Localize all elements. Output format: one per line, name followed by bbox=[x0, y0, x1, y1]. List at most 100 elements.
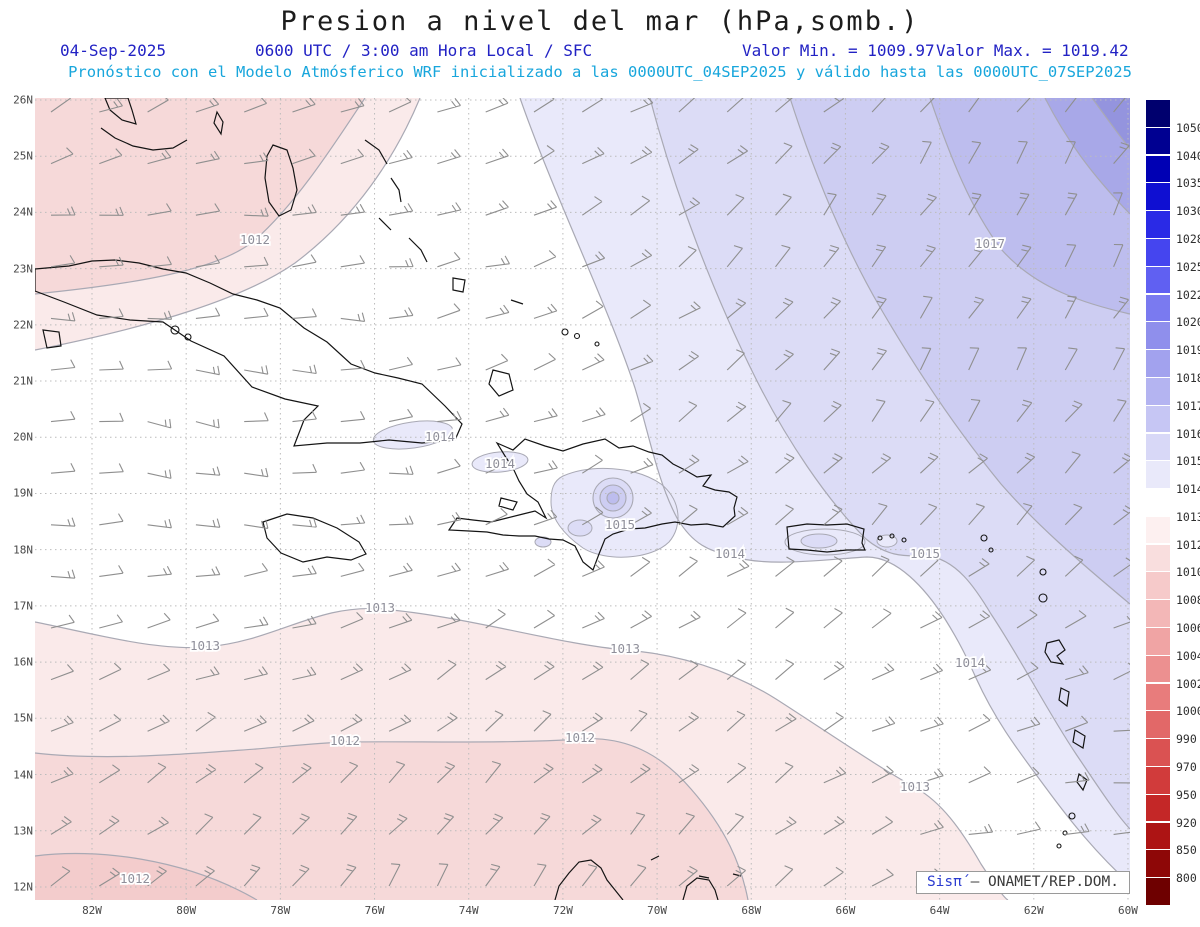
forecast-time: 0600 UTC / 3:00 am Hora Local / SFC bbox=[255, 41, 593, 60]
lat-label: 26N bbox=[13, 93, 33, 107]
contour-label: 1014 bbox=[425, 429, 455, 444]
colorbar-label: 1022 bbox=[1176, 287, 1200, 302]
contour-label: 1014 bbox=[955, 655, 985, 670]
lat-label: 25N bbox=[13, 149, 33, 163]
contour-label: 1015 bbox=[910, 546, 940, 561]
colorbar-segment bbox=[1146, 516, 1170, 544]
lon-label: 62W bbox=[1023, 904, 1044, 917]
lat-label: 15N bbox=[13, 711, 33, 725]
colorbar-label: 1018 bbox=[1176, 370, 1200, 385]
colorbar-segment bbox=[1146, 572, 1170, 600]
colorbar-segment bbox=[1146, 100, 1170, 127]
colorbar-label: 1025 bbox=[1176, 259, 1200, 274]
colorbar-segment bbox=[1146, 322, 1170, 349]
colorbar-label: 950 bbox=[1176, 787, 1197, 802]
branding-box: Sisπ́ – ONAMET/REP.DOM. bbox=[915, 871, 1130, 894]
lon-label: 68W bbox=[741, 904, 762, 917]
page-title: Presion a nivel del mar (hPa,somb.) bbox=[280, 6, 920, 37]
colorbar-label: 1015 bbox=[1176, 454, 1200, 469]
forecast-datetime-row: 04-Sep-2025 0600 UTC / 3:00 am Hora Loca… bbox=[0, 41, 1200, 61]
colorbar-label: 970 bbox=[1176, 760, 1197, 775]
colorbar-segment bbox=[1146, 405, 1170, 433]
lat-label: 19N bbox=[13, 486, 33, 500]
contour-label: 1014 bbox=[485, 456, 515, 471]
lon-label: 64W bbox=[929, 904, 950, 917]
contour-label: 1012 bbox=[120, 871, 150, 886]
value-min-label: Valor Min. = 1009.97 bbox=[742, 41, 935, 60]
colorbar-segment bbox=[1146, 294, 1170, 322]
colorbar-label: 990 bbox=[1176, 732, 1197, 747]
colorbar-segment bbox=[1146, 211, 1170, 238]
colorbar-segment bbox=[1146, 850, 1170, 877]
lon-label: 70W bbox=[647, 904, 668, 917]
colorbar-segment bbox=[1146, 238, 1170, 266]
shading-regions bbox=[35, 98, 1130, 900]
contour-label: 1013 bbox=[190, 638, 220, 653]
colorbar-label: 1035 bbox=[1176, 176, 1200, 191]
model-info: Pronóstico con el Modelo Atmósferico WRF… bbox=[68, 63, 1132, 81]
lat-label: 24N bbox=[13, 205, 33, 219]
colorbar-label: 1010 bbox=[1176, 565, 1200, 580]
colorbar-label: 1020 bbox=[1176, 315, 1200, 330]
colorbar-label: 1040 bbox=[1176, 148, 1200, 163]
wind-barbs bbox=[50, 98, 1130, 887]
lat-label: 21N bbox=[13, 374, 33, 388]
colorbar-label: 1006 bbox=[1176, 621, 1200, 636]
lat-label: 13N bbox=[13, 824, 33, 838]
lat-label: 12N bbox=[13, 880, 33, 894]
value-max-label: Valor Max. = 1019.42 bbox=[936, 41, 1129, 60]
colorbar-segment bbox=[1146, 433, 1170, 461]
colorbar-segment bbox=[1146, 266, 1170, 294]
colorbar-segment bbox=[1146, 461, 1170, 488]
colorbar-label: 1004 bbox=[1176, 648, 1200, 663]
contour-lines bbox=[35, 98, 1130, 900]
lon-label: 74W bbox=[458, 904, 479, 917]
colorbar-segment bbox=[1146, 544, 1170, 572]
colorbar-segment bbox=[1146, 183, 1170, 210]
onamet-label: – ONAMET/REP.DOM. bbox=[961, 874, 1119, 890]
lon-label: 66W bbox=[835, 904, 856, 917]
colorbar-label: 1000 bbox=[1176, 704, 1200, 719]
contour-label: 1013 bbox=[365, 600, 395, 615]
colorbar-label: 800 bbox=[1176, 871, 1197, 886]
lat-label: 16N bbox=[13, 655, 33, 669]
lat-label: 14N bbox=[13, 768, 33, 782]
colorbar-label: 1002 bbox=[1176, 676, 1200, 691]
colorbar-segment bbox=[1146, 711, 1170, 739]
contour-labels: 1012 1017 1014 1014 1015 1014 1015 1013 1013 1013… bbox=[118, 230, 1007, 888]
colorbar-label: 1016 bbox=[1176, 426, 1200, 441]
contour-label: 1013 bbox=[610, 641, 640, 656]
lat-label: 18N bbox=[13, 543, 33, 557]
contour-label: 1012 bbox=[240, 232, 270, 247]
colorbar-segment bbox=[1146, 489, 1170, 516]
colorbar-segment bbox=[1146, 878, 1170, 905]
lon-label: 60W bbox=[1118, 904, 1138, 917]
contour-label: 1015 bbox=[605, 517, 635, 532]
colorbar-label: 1019 bbox=[1176, 343, 1200, 358]
colorbar-label: 1013 bbox=[1176, 509, 1200, 524]
lat-label: 17N bbox=[13, 599, 33, 613]
colorbar-label: 1050 bbox=[1176, 120, 1200, 135]
lon-label: 76W bbox=[364, 904, 385, 917]
colorbar-label: 1028 bbox=[1176, 231, 1200, 246]
contour-label: 1014 bbox=[715, 546, 745, 561]
lon-label: 80W bbox=[176, 904, 197, 917]
colorbar-segment bbox=[1146, 794, 1170, 822]
colorbar-segment bbox=[1146, 822, 1170, 850]
map-canvas: 1012 1017 1014 1014 1015 1014 1015 1013 1013 1013… bbox=[35, 98, 1130, 900]
lon-label: 82W bbox=[82, 904, 102, 917]
colorbar-segment bbox=[1146, 655, 1170, 683]
coastlines bbox=[35, 98, 1088, 900]
contour-label: 1012 bbox=[330, 733, 360, 748]
colorbar-segment bbox=[1146, 377, 1170, 405]
colorbar-segment bbox=[1146, 628, 1170, 655]
contour-label: 1017 bbox=[975, 236, 1005, 251]
pressure-colorbar: 1050 1040 1035 1030 1028 1025 1022 1020 1019 1018… bbox=[1146, 100, 1200, 906]
colorbar-label: 1014 bbox=[1176, 482, 1200, 497]
colorbar-label: 1017 bbox=[1176, 398, 1200, 413]
grid-lines bbox=[35, 98, 1130, 900]
colorbar-segment bbox=[1146, 350, 1170, 377]
lon-label: 72W bbox=[552, 904, 573, 917]
lat-label: 22N bbox=[13, 318, 33, 332]
sispi-logo: Sisπ́ bbox=[926, 874, 962, 890]
